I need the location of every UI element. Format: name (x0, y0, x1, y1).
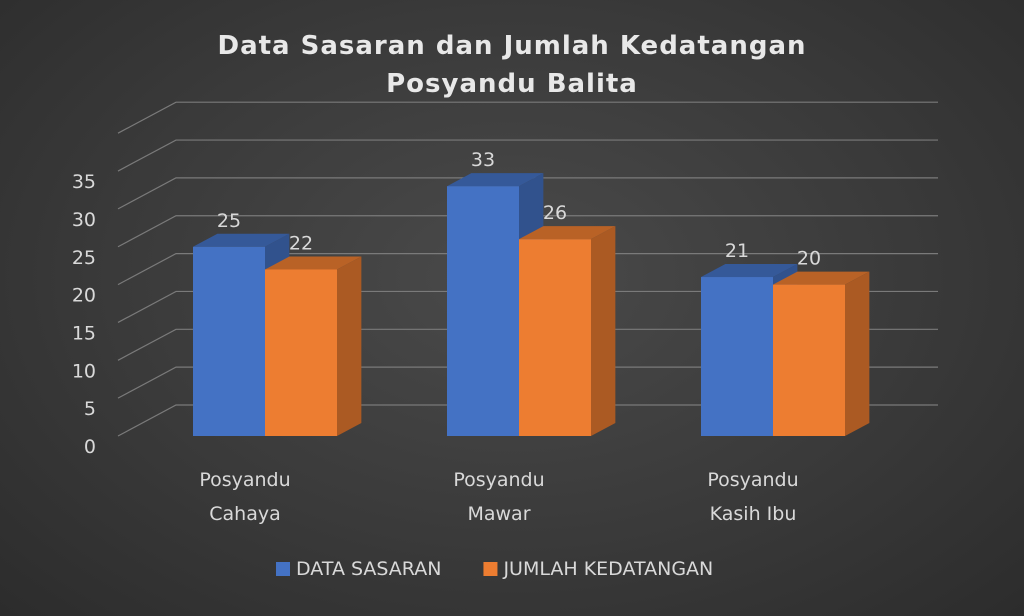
data-label: 21 (725, 240, 749, 262)
x-tick-label: Posyandu (453, 469, 544, 491)
legend-label: DATA SASARAN (296, 558, 441, 580)
gridline (117, 328, 938, 361)
bar-data-sasaran (193, 246, 265, 436)
gridline (117, 215, 938, 248)
data-label: 26 (543, 202, 567, 224)
bar-top-jumlah-kedatangan (265, 256, 362, 270)
y-tick-label: 15 (72, 322, 96, 344)
gridline (117, 366, 938, 399)
x-tick-label: Cahaya (209, 503, 280, 525)
y-tick-label: 10 (72, 360, 96, 382)
y-tick-label: 30 (72, 209, 96, 231)
data-label: 20 (797, 248, 821, 270)
chart-title: Data Sasaran dan Jumlah Kedatangan (217, 31, 806, 61)
data-labels: 25 22 33 26 21 20 (217, 149, 821, 269)
y-axis: 0 5 10 15 20 25 30 35 (72, 171, 96, 458)
bar-top-data-sasaran (701, 264, 798, 278)
x-tick-label: Mawar (467, 503, 530, 525)
bar-side-jumlah-kedatangan (591, 226, 616, 436)
x-tick-label: Posyandu (707, 469, 798, 491)
gridlines (117, 101, 938, 437)
legend: DATA SASARAN JUMLAH KEDATANGAN (276, 558, 713, 580)
bar-jumlah-kedatangan (519, 239, 591, 436)
legend-swatch (483, 562, 498, 576)
bar-side-jumlah-kedatangan (337, 256, 362, 436)
y-tick-label: 35 (72, 171, 96, 193)
gridline (117, 139, 938, 172)
gridline (117, 404, 938, 437)
gridline (117, 101, 938, 134)
bar-jumlah-kedatangan (773, 284, 845, 436)
legend-label: JUMLAH KEDATANGAN (502, 558, 713, 580)
chart-subtitle: Posyandu Balita (386, 69, 638, 99)
bar-top-data-sasaran (447, 173, 544, 187)
bar-data-sasaran (447, 186, 519, 436)
data-label: 22 (289, 232, 313, 254)
bar-side-jumlah-kedatangan (845, 271, 870, 436)
gridline (117, 253, 938, 286)
gridline (117, 290, 938, 323)
bar-top-jumlah-kedatangan (519, 226, 616, 240)
bar-top-data-sasaran (193, 233, 290, 247)
x-axis: Posyandu Cahaya Posyandu Mawar Posyandu Kasih… (199, 469, 798, 525)
bars (193, 173, 870, 437)
y-tick-label: 5 (84, 398, 96, 420)
x-tick-label: Kasih Ibu (710, 503, 797, 525)
y-tick-label: 25 (72, 247, 96, 269)
data-label: 25 (217, 210, 241, 232)
bar-jumlah-kedatangan (265, 269, 337, 436)
legend-swatch (276, 562, 290, 576)
bar-top-jumlah-kedatangan (773, 271, 870, 285)
x-tick-label: Posyandu (199, 469, 290, 491)
y-tick-label: 0 (84, 436, 96, 458)
y-tick-label: 20 (72, 285, 96, 307)
data-label: 33 (471, 149, 495, 171)
bar-data-sasaran (701, 277, 773, 436)
gridline (117, 177, 938, 210)
